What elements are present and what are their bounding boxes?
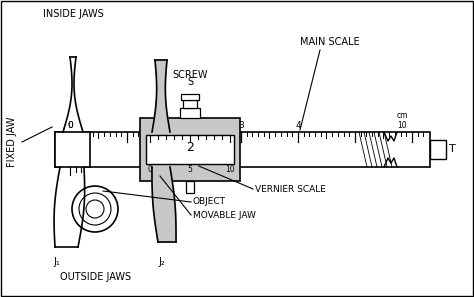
Text: 3: 3 — [238, 121, 244, 130]
Bar — [430, 140, 446, 159]
Text: J₂: J₂ — [159, 257, 165, 267]
Polygon shape — [152, 60, 170, 132]
Bar — [146, 135, 234, 164]
Bar — [55, 132, 430, 167]
Text: MAIN SCALE: MAIN SCALE — [300, 37, 360, 47]
Text: OUTSIDE JAWS: OUTSIDE JAWS — [61, 272, 132, 282]
Text: INSIDE JAWS: INSIDE JAWS — [43, 9, 103, 19]
Text: OBJECT: OBJECT — [193, 198, 226, 206]
Text: 0: 0 — [67, 121, 73, 130]
Text: 4: 4 — [295, 121, 301, 130]
Text: T: T — [448, 145, 456, 154]
Text: 10: 10 — [225, 165, 235, 174]
Text: SCREW: SCREW — [172, 70, 208, 80]
Text: MOVABLE JAW: MOVABLE JAW — [193, 211, 256, 219]
Polygon shape — [152, 167, 176, 242]
Bar — [183, 100, 197, 108]
Text: 2: 2 — [186, 141, 194, 154]
Text: VERNIER SCALE: VERNIER SCALE — [255, 184, 326, 194]
Bar — [181, 94, 199, 100]
Text: S: S — [187, 77, 193, 87]
Polygon shape — [54, 167, 85, 247]
Text: cm
10: cm 10 — [396, 111, 408, 130]
Text: 5: 5 — [188, 165, 192, 174]
Text: FIXED JAW: FIXED JAW — [7, 117, 17, 167]
Text: J₁: J₁ — [54, 257, 60, 267]
Bar — [186, 181, 194, 193]
Bar — [55, 132, 90, 167]
Text: 0: 0 — [67, 121, 73, 130]
Bar — [180, 108, 200, 118]
Text: 0: 0 — [147, 165, 153, 174]
Polygon shape — [63, 57, 83, 132]
Bar — [140, 118, 240, 181]
